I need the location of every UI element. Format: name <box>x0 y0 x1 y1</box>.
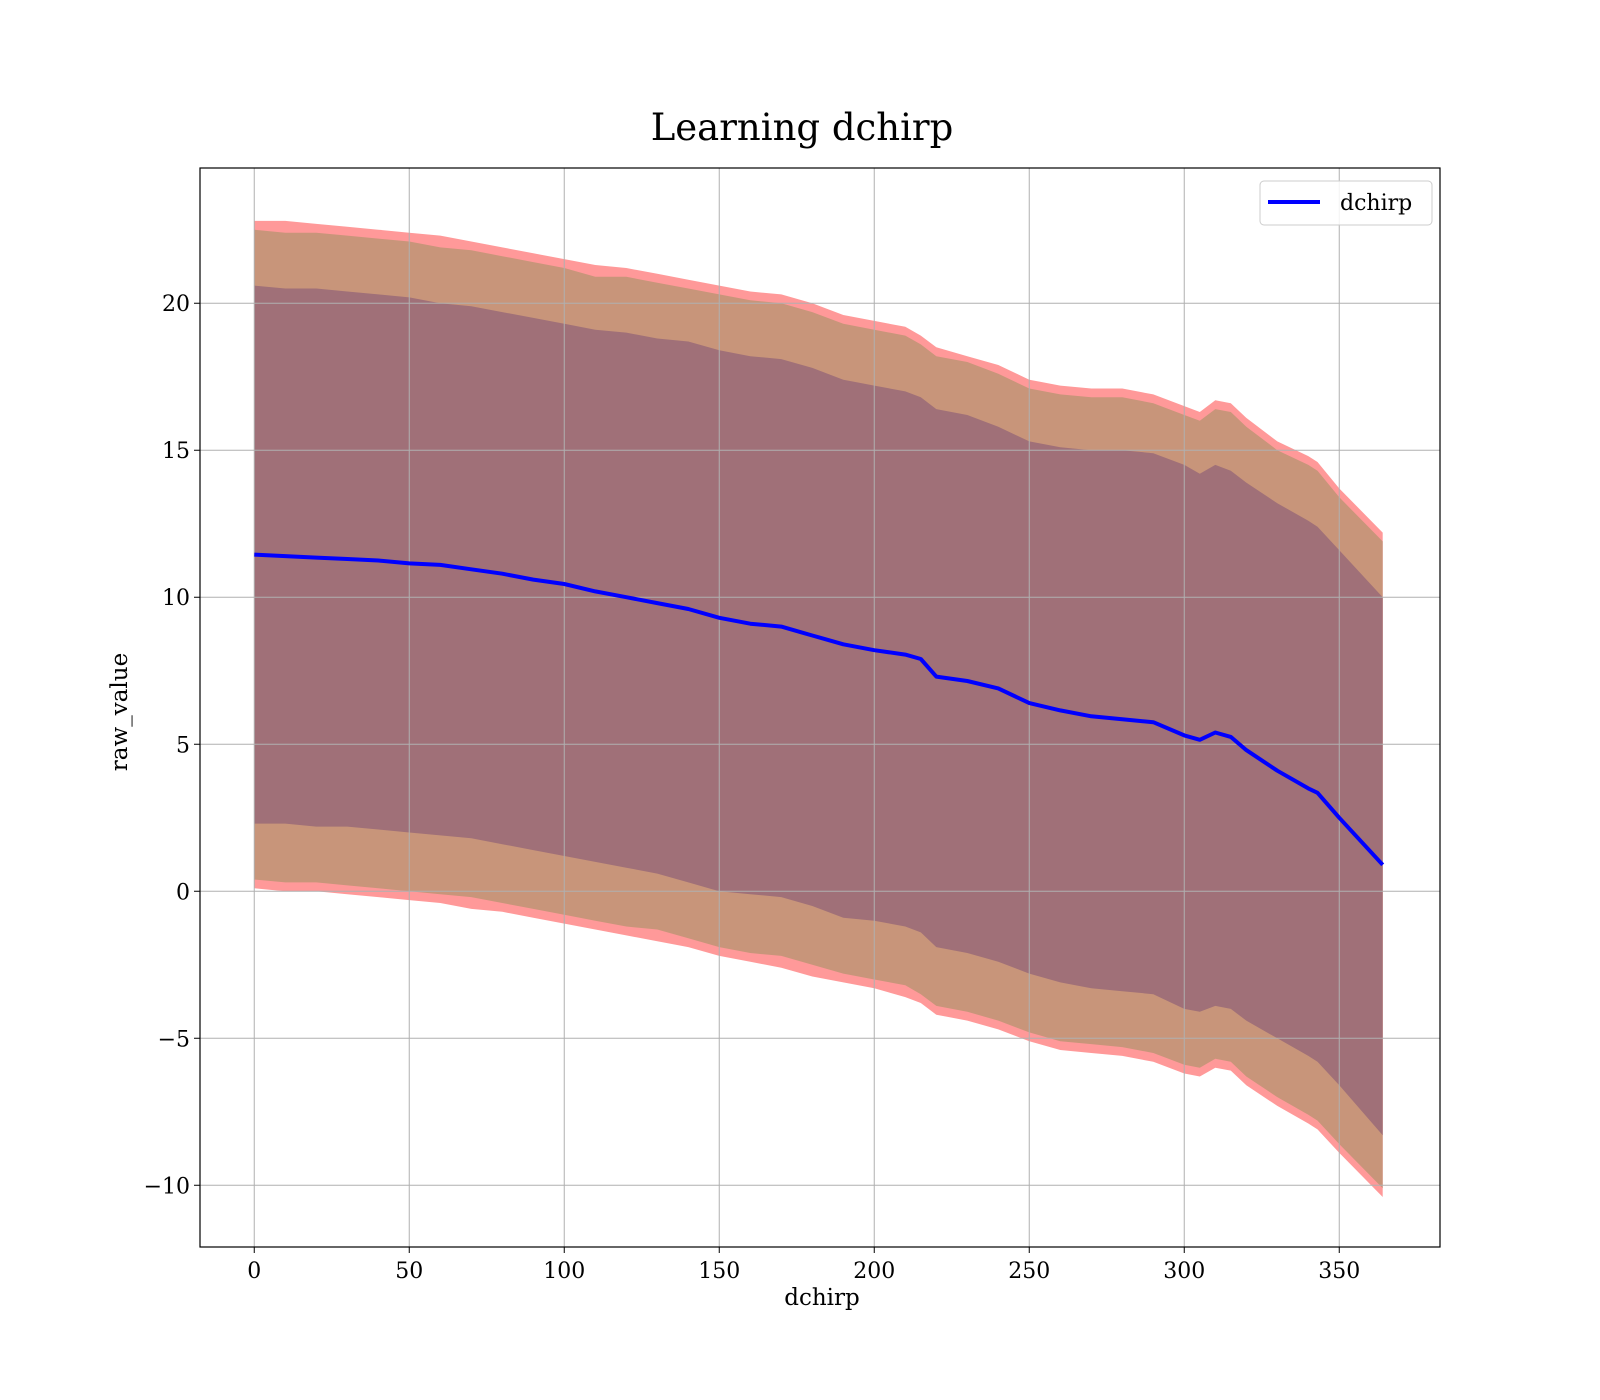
x-tick-label: 150 <box>698 1259 740 1284</box>
chart-title: Learning dchirp <box>651 106 954 149</box>
y-tick-label: 0 <box>176 880 190 905</box>
x-tick-label: 350 <box>1318 1259 1360 1284</box>
x-tick-label: 300 <box>1163 1259 1205 1284</box>
x-tick-label: 50 <box>395 1259 423 1284</box>
legend-box <box>1259 180 1433 226</box>
x-axis-label: dchirp <box>784 1285 860 1311</box>
band-inner <box>254 285 1383 1136</box>
x-tick-label: 250 <box>1008 1259 1050 1284</box>
legend: dchirp <box>1259 180 1433 226</box>
y-tick-label: −5 <box>158 1027 190 1052</box>
plot-area: 0 50 100 150 200 250 300 350 −10 −5 0 5 10 15 20 <box>144 167 1441 1284</box>
y-tick-label: 10 <box>162 586 190 611</box>
legend-entry-label: dchirp <box>1340 191 1412 216</box>
x-tick-label: 0 <box>247 1259 261 1284</box>
x-tick-label: 200 <box>853 1259 895 1284</box>
y-tick-label: 15 <box>162 439 190 464</box>
axes-frame <box>199 167 1441 1248</box>
x-tick-label: 100 <box>543 1259 585 1284</box>
y-tick-label: 20 <box>162 292 190 317</box>
y-tick-label: 5 <box>176 733 190 758</box>
y-axis-label: raw_value <box>107 653 133 771</box>
y-tick-label: −10 <box>144 1174 190 1199</box>
series-line-dchirp <box>254 552 1385 867</box>
